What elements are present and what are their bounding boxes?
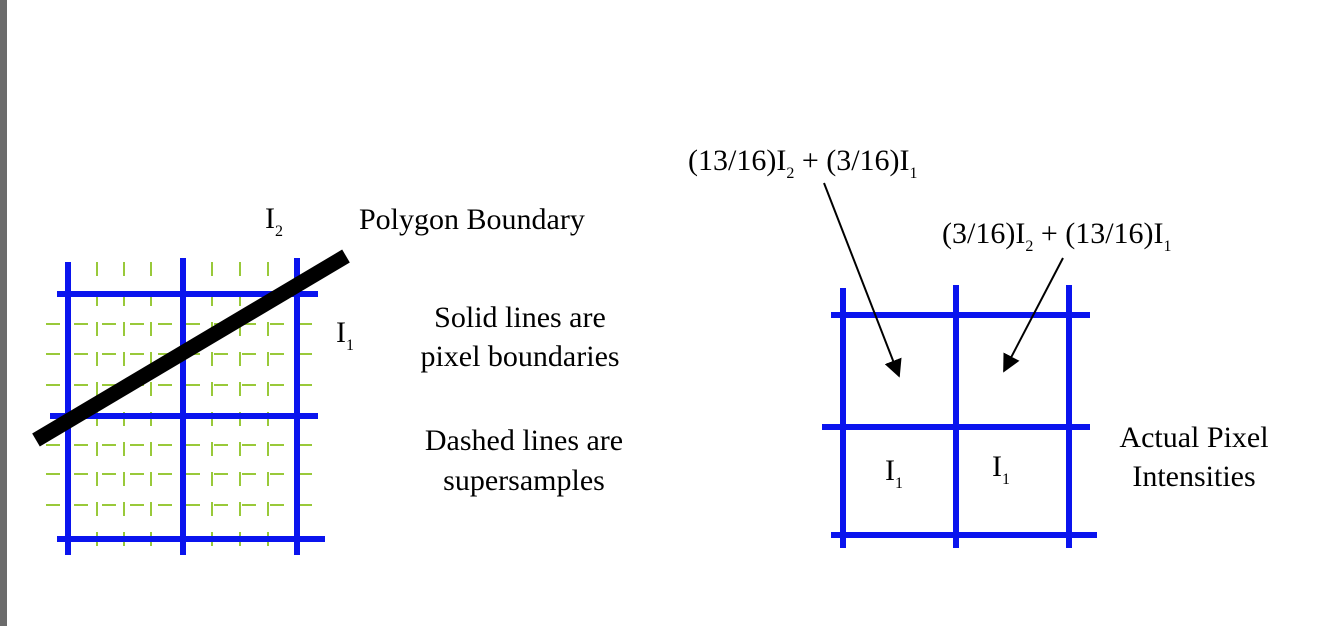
arrow-to-top-right-pixel bbox=[1003, 257, 1064, 373]
window-left-edge bbox=[0, 0, 7, 626]
dashed-lines-caption-line2: supersamples bbox=[443, 464, 605, 497]
formula-top-left-pixel: (13/16)I2 + (3/16)I1 bbox=[688, 144, 918, 182]
label-i1: I1 bbox=[336, 316, 354, 354]
cell-bottom-left-intensity: I1 bbox=[885, 454, 903, 492]
cell-bottom-right-intensity: I1 bbox=[992, 450, 1010, 488]
pixel-boundary-grid-right bbox=[822, 285, 1097, 548]
actual-intensities-caption-line2: Intensities bbox=[1132, 460, 1256, 493]
solid-lines-caption-line1: Solid lines are bbox=[434, 301, 606, 334]
polygon-boundary-label: Polygon Boundary bbox=[359, 203, 585, 236]
actual-intensities-caption-line1: Actual Pixel bbox=[1119, 421, 1269, 454]
formula-top-right-pixel: (3/16)I2 + (13/16)I1 bbox=[942, 217, 1172, 255]
solid-lines-caption-line2: pixel boundaries bbox=[420, 340, 620, 373]
dashed-lines-caption-line1: Dashed lines are bbox=[424, 424, 624, 457]
supersample-grid bbox=[46, 262, 318, 555]
arrow-to-top-left-pixel bbox=[823, 182, 902, 378]
label-i2: I2 bbox=[265, 202, 283, 240]
polygon-edge bbox=[32, 249, 350, 447]
pixel-boundary-grid-left bbox=[50, 258, 325, 555]
